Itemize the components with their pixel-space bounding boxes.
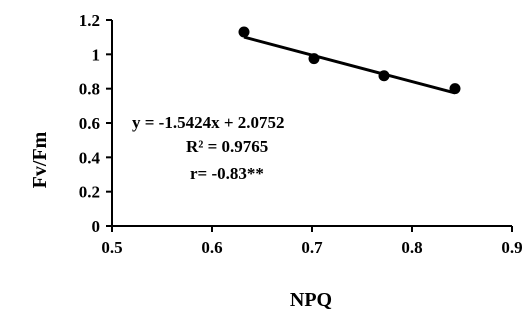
- trendline: [243, 35, 456, 95]
- data-points: [238, 26, 461, 95]
- x-tick-label: 0.9: [501, 238, 522, 257]
- x-axis-title: NPQ: [290, 289, 332, 311]
- data-point: [449, 83, 461, 95]
- r2-label: R² = 0.9765: [186, 137, 268, 156]
- y-tick-label: 1.2: [79, 11, 100, 30]
- y-tick-label: 1: [92, 45, 101, 64]
- x-tick-label: 0.7: [301, 238, 323, 257]
- y-tick-group: 0 0.2 0.4 0.6 0.8 1 1.2: [79, 11, 112, 236]
- x-tick-label: 0.5: [101, 238, 122, 257]
- y-tick-label: 0.6: [79, 114, 100, 133]
- x-tick-group: 0.5 0.6 0.7 0.8 0.9: [101, 226, 523, 257]
- y-tick-label: 0.2: [79, 183, 100, 202]
- data-point: [378, 70, 390, 82]
- data-point: [308, 53, 320, 65]
- x-tick-label: 0.6: [201, 238, 222, 257]
- equation-label: y = -1.5424x + 2.0752: [132, 113, 285, 132]
- y-tick-label: 0: [92, 217, 101, 236]
- r-label: r= -0.83**: [190, 164, 264, 183]
- y-axis-title: Fv/Fm: [29, 131, 51, 188]
- plot-area: 0 0.2 0.4 0.6 0.8 1 1.2 0.5 0.6 0.7 0.8 0.9: [79, 11, 523, 257]
- y-tick-label: 0.8: [79, 80, 100, 99]
- x-tick-label: 0.8: [401, 238, 422, 257]
- y-tick-label: 0.4: [79, 148, 101, 167]
- data-point: [238, 26, 250, 38]
